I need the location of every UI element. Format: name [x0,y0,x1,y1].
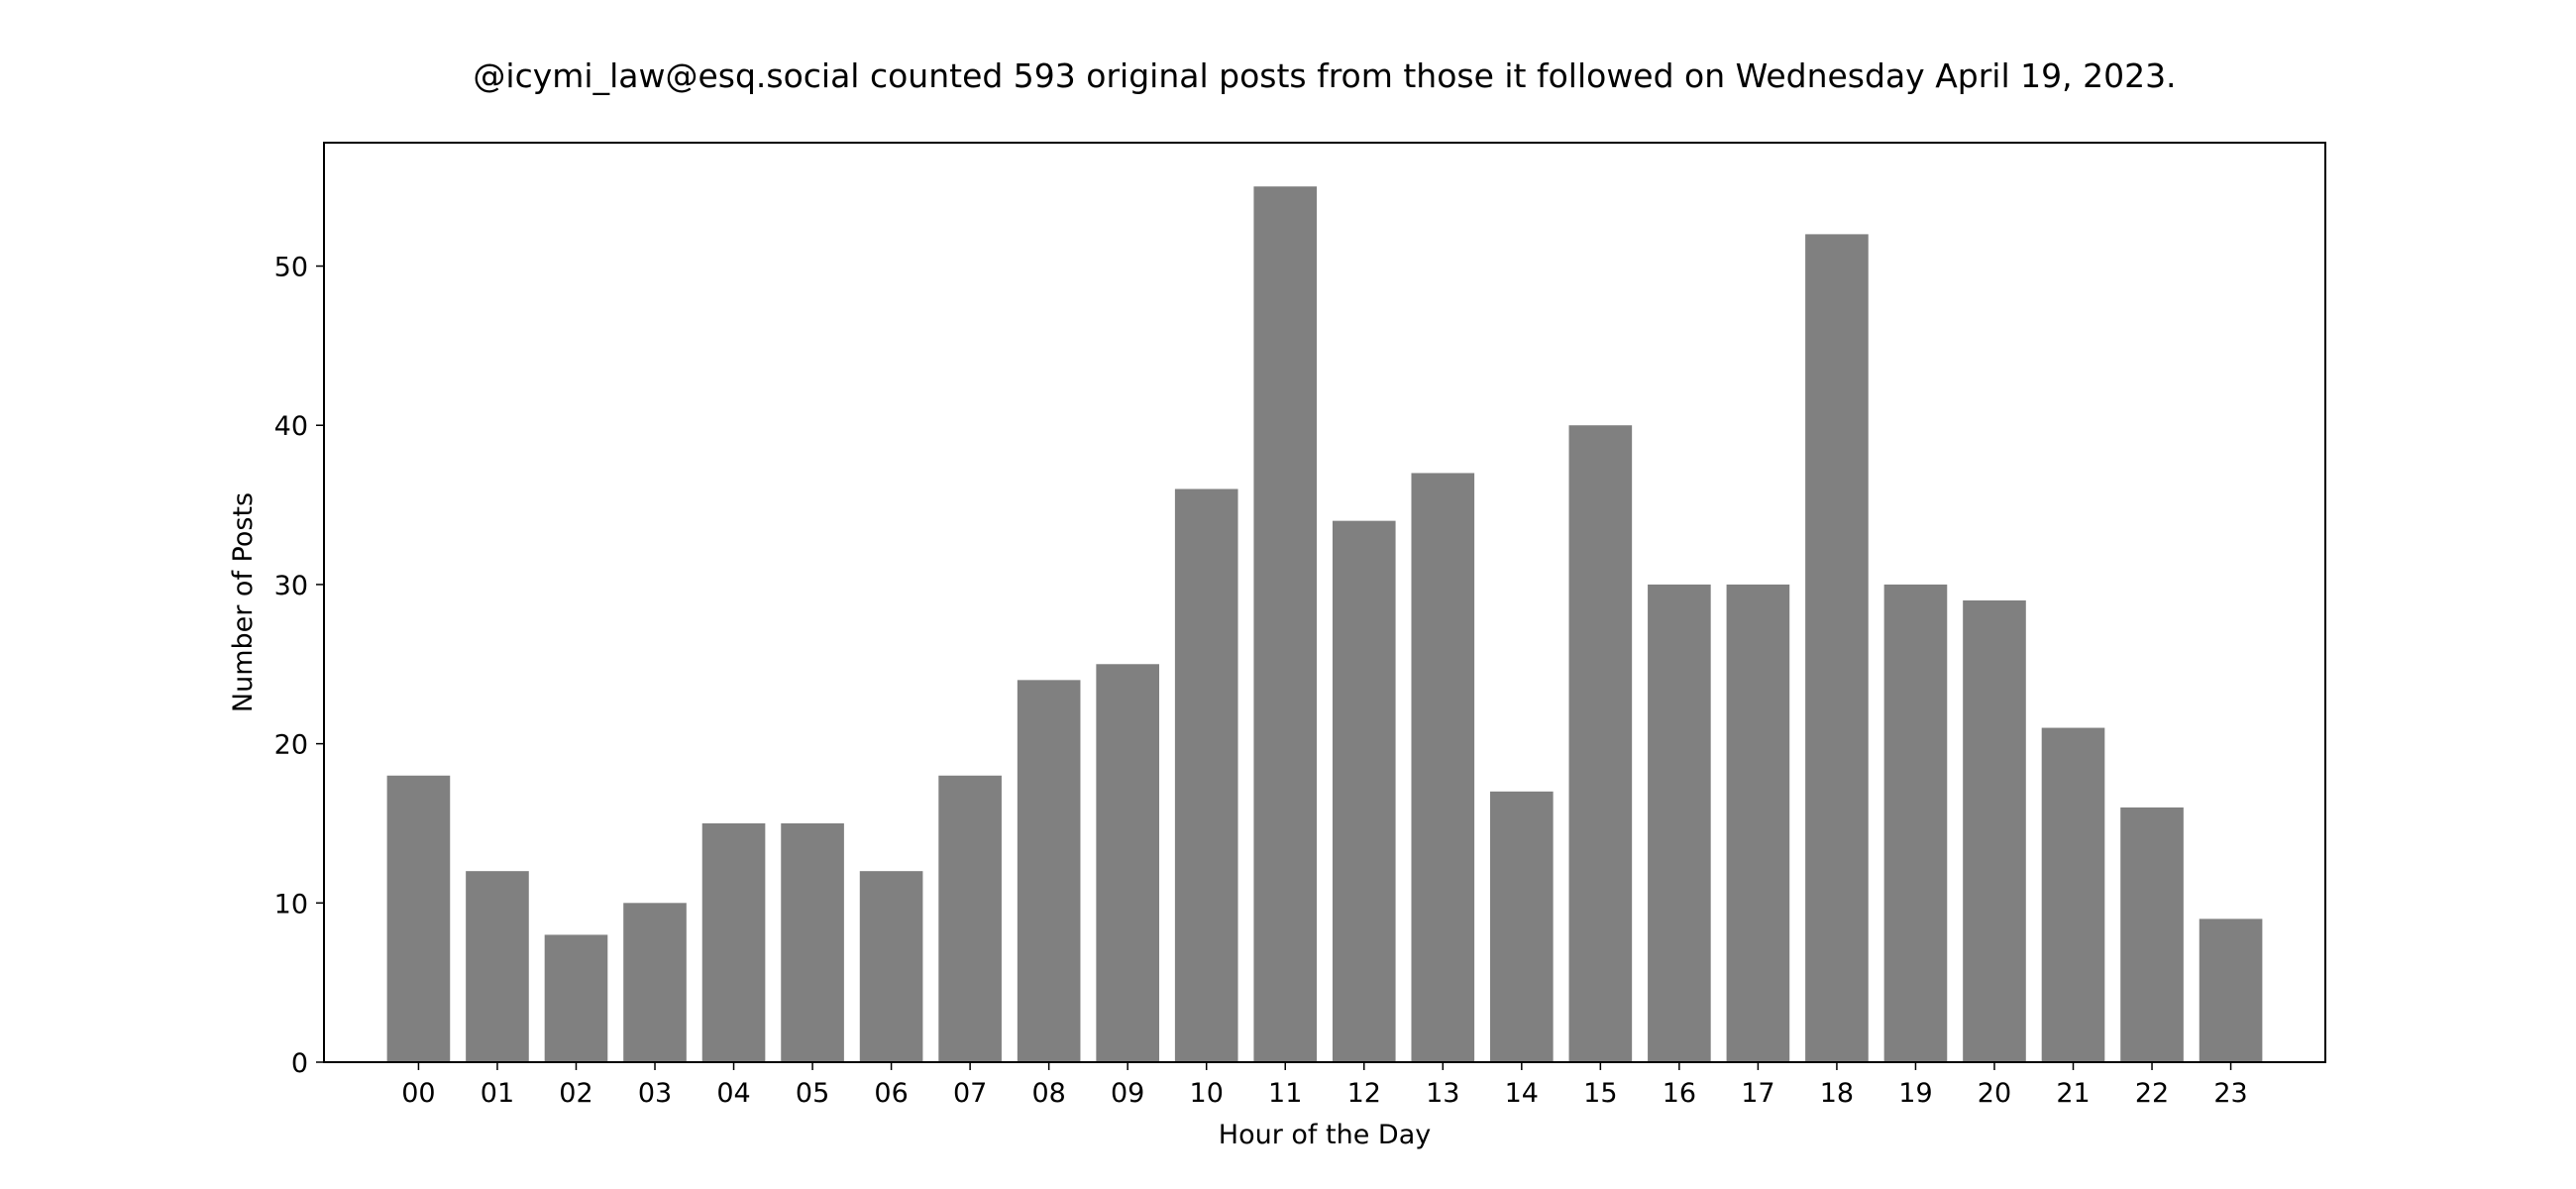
bar-hour-14 [1490,791,1554,1062]
x-tick-label: 06 [874,1078,908,1109]
bar-hour-21 [2041,727,2105,1062]
bar-hour-11 [1253,186,1318,1062]
x-tick-label: 01 [481,1078,514,1109]
x-tick-label: 10 [1190,1078,1224,1109]
bars-group [386,186,2263,1063]
y-tick-label: 20 [274,730,308,761]
bar-hour-08 [1017,680,1081,1062]
bar-hour-20 [1963,599,2026,1062]
bar-hour-18 [1805,234,1869,1063]
x-tick-label: 16 [1663,1078,1696,1109]
x-tick-label: 05 [796,1078,829,1109]
x-tick-label: 02 [559,1078,592,1109]
x-tick-label: 13 [1426,1078,1459,1109]
x-tick-label: 00 [401,1078,435,1109]
x-tick-label: 22 [2135,1078,2169,1109]
bar-hour-15 [1568,425,1633,1062]
x-tick-label: 20 [1978,1078,2011,1109]
x-tick-label: 11 [1268,1078,1302,1109]
bar-hour-22 [2120,807,2184,1062]
x-tick-label: 21 [2056,1078,2090,1109]
x-tick-label: 23 [2213,1078,2247,1109]
bar-hour-19 [1883,584,1948,1062]
bar-hour-07 [938,775,1002,1062]
x-tick-label: 15 [1583,1078,1617,1109]
x-tick-label: 19 [1898,1078,1932,1109]
bar-hour-12 [1332,520,1396,1062]
bar-hour-16 [1648,584,1711,1062]
bar-hour-13 [1411,473,1475,1062]
x-tick-label: 03 [638,1078,672,1109]
x-axis-ticks: 00 01 02 03 04 05 06 07 08 09 10 11 12 13 14 15 16 17 18 19… [401,1062,2248,1109]
x-tick-label: 12 [1347,1078,1381,1109]
x-tick-label: 07 [953,1078,987,1109]
bar-hour-06 [859,871,923,1062]
y-tick-label: 40 [274,411,308,442]
bar-hour-23 [2199,919,2263,1062]
y-tick-label: 0 [291,1048,308,1079]
bar-hour-10 [1174,488,1238,1063]
bar-hour-17 [1726,584,1790,1062]
chart-title: @icymi_law@esq.social counted 593 origin… [473,56,2176,95]
x-tick-label: 14 [1505,1078,1539,1109]
x-tick-label: 04 [716,1078,750,1109]
x-tick-label: 17 [1741,1078,1774,1109]
bar-hour-04 [701,822,766,1062]
x-tick-label: 08 [1031,1078,1065,1109]
y-axis-label: Number of Posts [228,492,259,712]
y-tick-label: 10 [274,889,308,919]
x-axis-label: Hour of the Day [1219,1120,1431,1150]
bar-hour-02 [544,934,608,1062]
plot-frame [323,142,2326,1063]
bar-hour-00 [386,775,451,1062]
bar-hour-03 [623,903,687,1062]
x-tick-label: 18 [1820,1078,1854,1109]
bar-hour-09 [1096,664,1159,1062]
y-tick-label: 50 [274,253,308,283]
y-axis-ticks: 0 10 20 30 40 50 [274,253,324,1079]
bar-hour-05 [781,822,844,1062]
x-tick-label: 09 [1111,1078,1144,1109]
bar-hour-01 [466,871,529,1062]
y-tick-label: 30 [274,571,308,601]
